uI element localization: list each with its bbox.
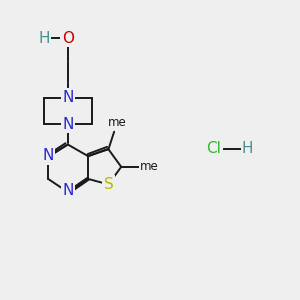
Text: N: N xyxy=(42,148,54,164)
Text: Cl: Cl xyxy=(206,141,221,156)
Text: me: me xyxy=(108,116,127,129)
Text: N: N xyxy=(62,90,74,105)
Text: me: me xyxy=(140,160,159,173)
Text: H: H xyxy=(38,31,50,46)
Text: O: O xyxy=(62,31,74,46)
Text: H: H xyxy=(242,141,254,156)
Text: N: N xyxy=(62,117,74,132)
Text: S: S xyxy=(103,177,113,192)
Text: N: N xyxy=(62,183,74,198)
